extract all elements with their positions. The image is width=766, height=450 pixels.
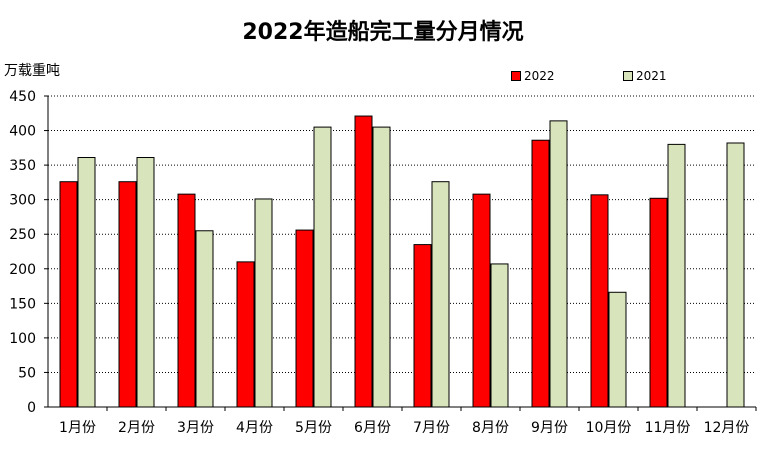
bar-2021-6 xyxy=(372,126,391,408)
x-tick-label: 10月份 xyxy=(586,420,632,436)
bar-2022-7 xyxy=(413,244,432,408)
y-tick-label: 200 xyxy=(9,262,36,278)
bar-2021-1 xyxy=(77,157,96,408)
bar-2021-8 xyxy=(490,263,509,408)
bar-2021-9 xyxy=(549,120,568,408)
x-tick-label: 12月份 xyxy=(704,420,750,436)
y-tick-label: 250 xyxy=(9,227,36,243)
bar-2021-11 xyxy=(667,143,686,408)
bar-2022-9 xyxy=(531,139,550,408)
x-tick-label: 5月份 xyxy=(295,420,332,436)
bar-2022-1 xyxy=(59,181,78,408)
legend-label-2022: 2022 xyxy=(524,69,555,83)
bar-2021-3 xyxy=(195,230,214,408)
bar-2022-10 xyxy=(590,194,609,408)
bar-2021-12 xyxy=(726,142,745,408)
x-tick-label: 6月份 xyxy=(354,420,391,436)
x-tick-label: 8月份 xyxy=(472,420,509,436)
y-tick-label: 0 xyxy=(27,400,36,416)
x-tick-label: 1月份 xyxy=(59,420,96,436)
legend-swatch-2022 xyxy=(511,71,521,81)
legend-swatch-2021 xyxy=(623,71,633,81)
y-tick-label: 150 xyxy=(9,296,36,312)
y-tick-label: 350 xyxy=(9,158,36,174)
x-tick-label: 3月份 xyxy=(177,420,214,436)
bar-2022-2 xyxy=(118,181,137,408)
x-tick-label: 2月份 xyxy=(118,420,155,436)
bar-2022-8 xyxy=(472,193,491,408)
x-tick-label: 9月份 xyxy=(531,420,568,436)
bar-2021-2 xyxy=(136,157,155,408)
bar-2022-11 xyxy=(649,197,668,408)
bar-2022-4 xyxy=(236,261,255,408)
y-tick-label: 100 xyxy=(9,331,36,347)
y-tick-label: 450 xyxy=(9,89,36,105)
legend-item-2022: 2022 xyxy=(511,69,555,83)
y-tick-label: 50 xyxy=(18,365,36,381)
y-tick-label: 300 xyxy=(9,193,36,209)
bar-2021-7 xyxy=(431,181,450,408)
legend-item-2021: 2021 xyxy=(623,69,667,83)
x-tick-label: 4月份 xyxy=(236,420,273,436)
y-tick-label: 400 xyxy=(9,124,36,140)
bar-2021-10 xyxy=(608,291,627,408)
x-tick-label: 7月份 xyxy=(413,420,450,436)
y-axis-unit-label: 万载重吨 xyxy=(4,63,60,79)
x-tick-label: 11月份 xyxy=(645,420,691,436)
legend-label-2021: 2021 xyxy=(636,69,667,83)
bar-2022-6 xyxy=(354,115,373,408)
bar-2022-5 xyxy=(295,229,314,408)
bar-2021-5 xyxy=(313,126,332,408)
bar-2022-3 xyxy=(177,193,196,408)
chart-title: 2022年造船完工量分月情况 xyxy=(242,20,524,45)
bar-2021-4 xyxy=(254,198,273,408)
